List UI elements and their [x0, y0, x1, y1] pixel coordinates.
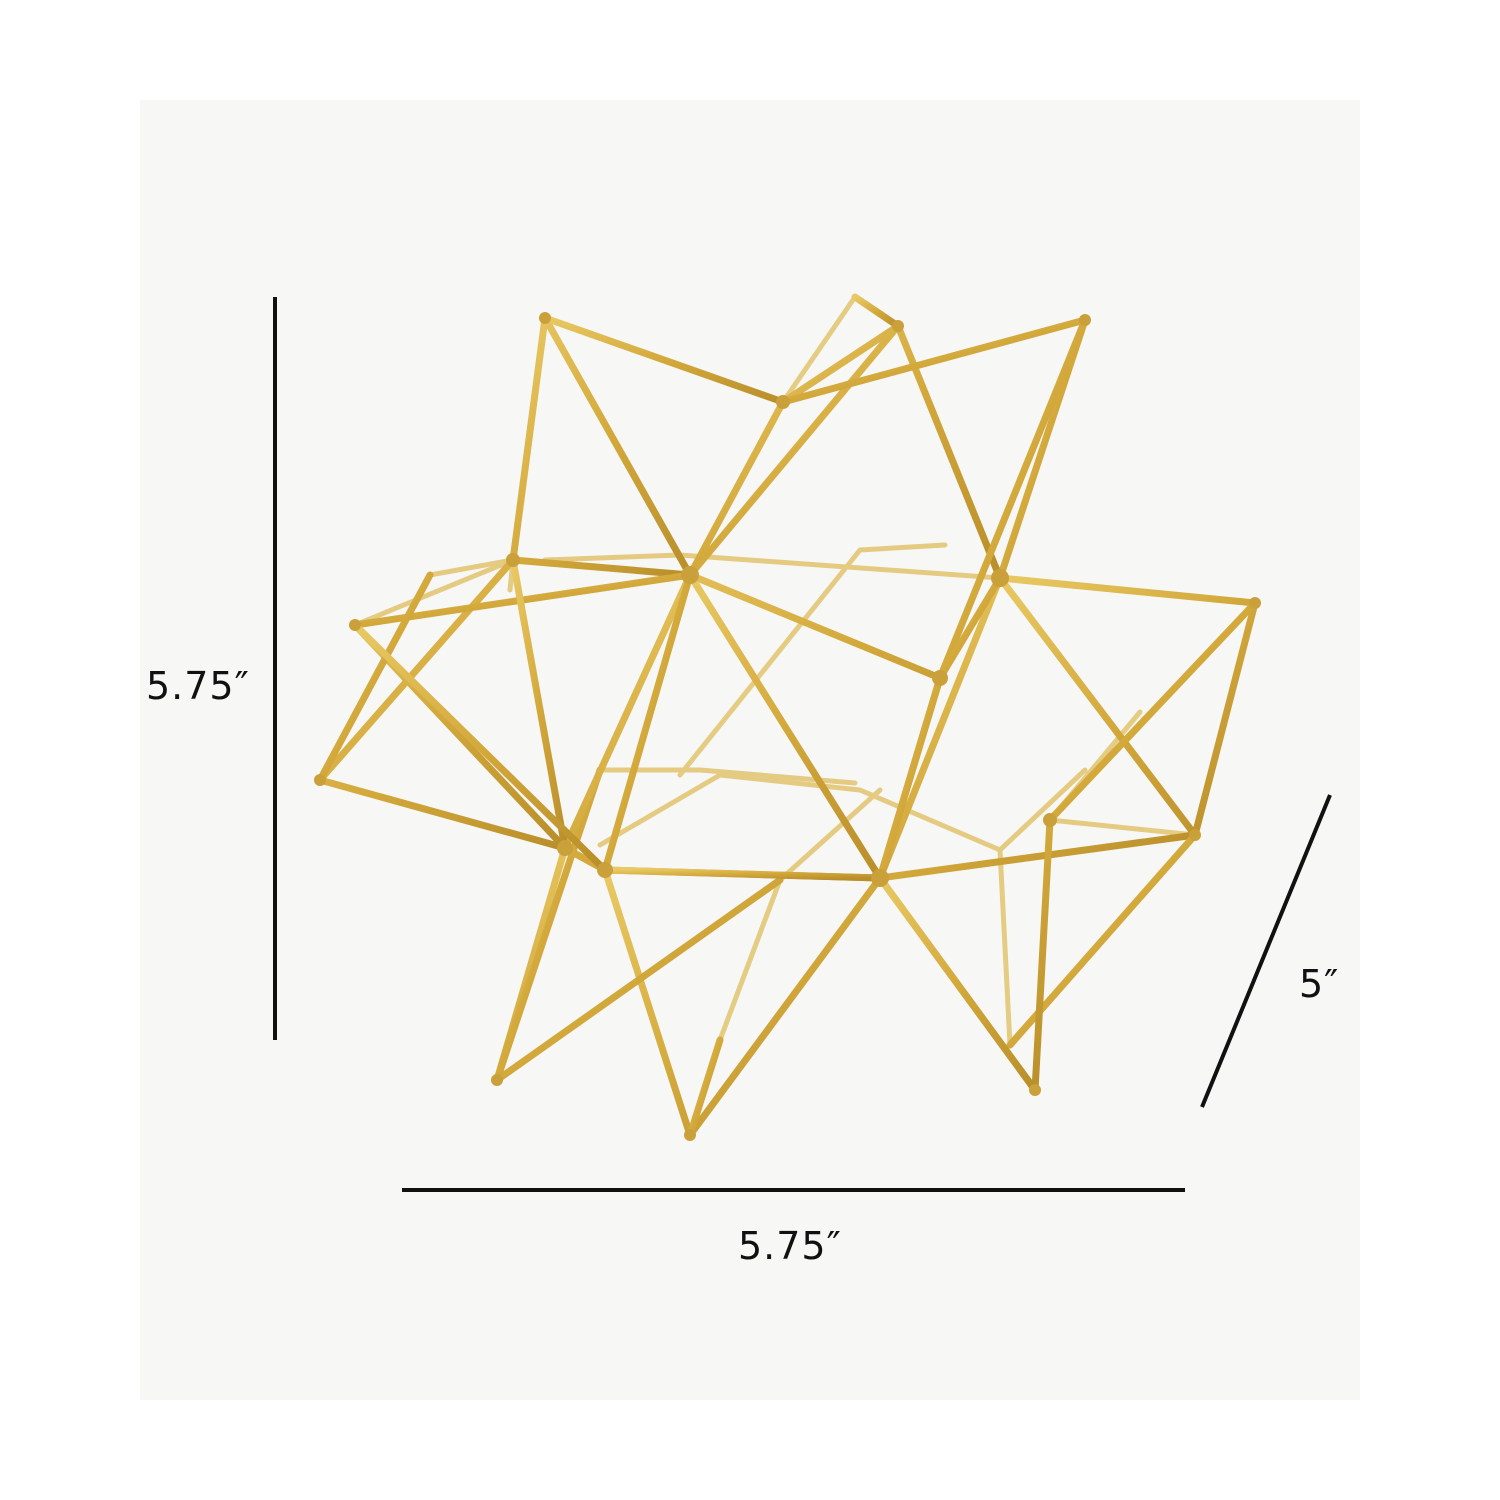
wire-joint-nodes [314, 312, 1261, 1141]
gold-wire-star-sculpture-icon [316, 293, 1259, 1139]
height-dimension-label: 5.75″ [146, 664, 250, 708]
depth-dimension-label: 5″ [1299, 962, 1340, 1006]
depth-dimension-line [1200, 794, 1332, 1108]
width-dimension-label: 5.75″ [738, 1224, 842, 1268]
